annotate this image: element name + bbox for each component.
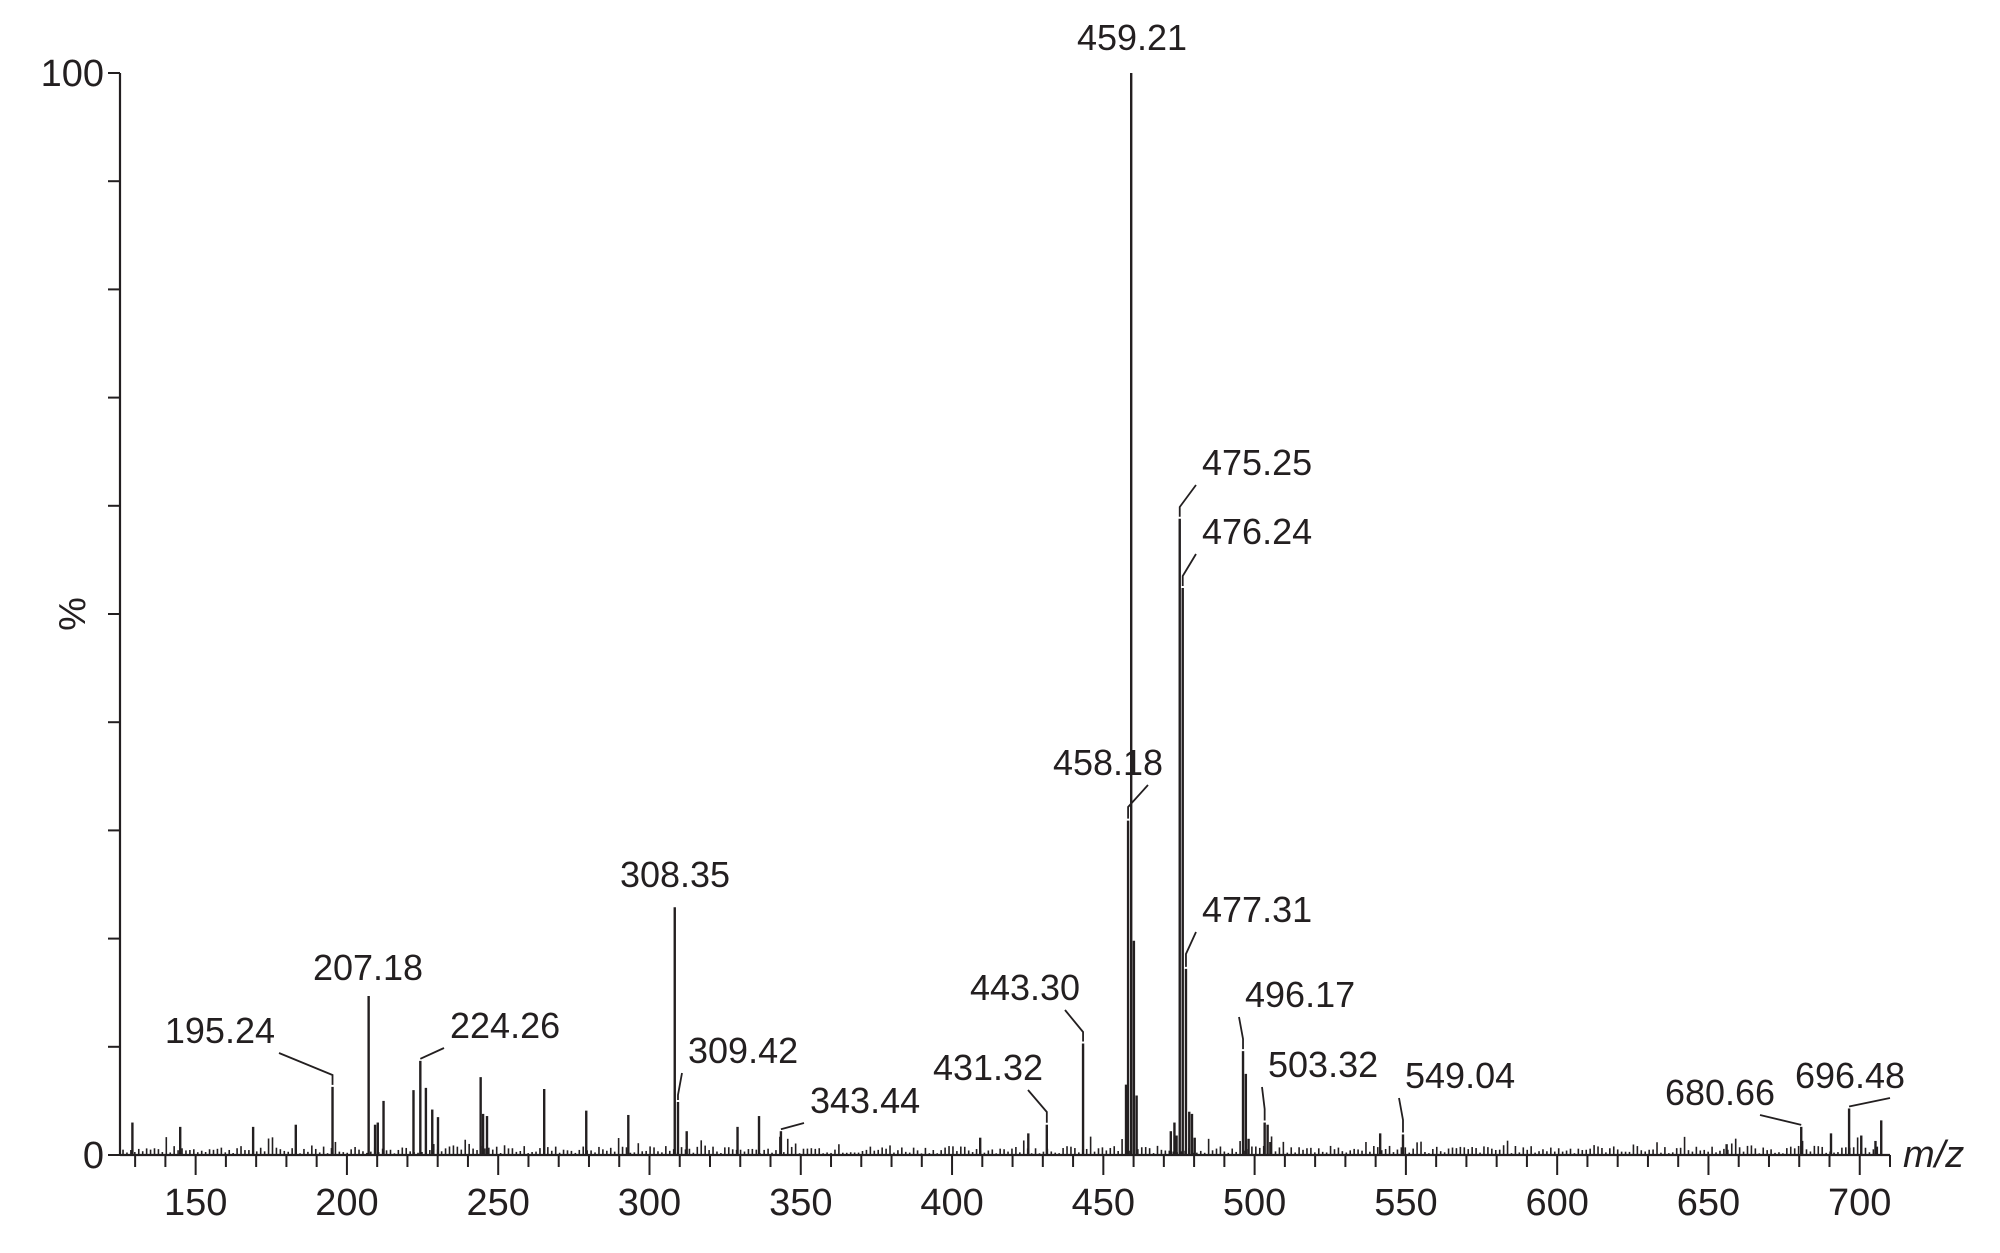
x-tick-label: 550 [1374, 1182, 1437, 1224]
peak-label: 549.04 [1405, 1055, 1515, 1096]
y-tick-label: 0 [83, 1135, 104, 1177]
label-leader-line [1759, 1114, 1802, 1126]
peak-label: 443.30 [970, 967, 1080, 1008]
x-tick-label: 450 [1072, 1182, 1135, 1224]
peak-label: 475.25 [1202, 442, 1312, 483]
peak-label: 309.42 [688, 1030, 798, 1071]
y-axis-title: % [52, 597, 94, 631]
x-axis-ticks [134, 1155, 1891, 1175]
label-leader-line [1027, 1089, 1048, 1123]
label-leader-line [419, 1047, 445, 1060]
label-leader-line [1178, 484, 1197, 517]
x-axis-title: m/z [1903, 1134, 1964, 1176]
peak-label: 224.26 [450, 1005, 560, 1046]
label-leader-line [1261, 1086, 1266, 1121]
x-tick-label: 200 [315, 1182, 378, 1224]
y-axis-ticks [108, 72, 120, 1156]
baseline-noise [122, 1136, 1883, 1155]
x-tick-labels: 150 200 250 300 350 400 450 500 550 600 650 700 [164, 1182, 1892, 1224]
axes: 150 200 250 300 350 400 450 500 550 600 650 700 0 10… [41, 53, 1965, 1224]
peaks [131, 73, 1883, 1155]
label-leader-line [1064, 1009, 1084, 1042]
peak-label: 680.66 [1665, 1072, 1775, 1113]
peak-label: 476.24 [1202, 511, 1312, 552]
peak-label: 459.21 [1077, 17, 1187, 58]
x-tick-label: 400 [920, 1182, 983, 1224]
x-tick-label: 600 [1525, 1182, 1588, 1224]
peak-label: 207.18 [313, 947, 423, 988]
label-leader-line [1848, 1097, 1891, 1108]
label-leader-line [1127, 784, 1149, 819]
peak-label: 503.32 [1268, 1044, 1378, 1085]
label-leader-line [677, 1072, 683, 1100]
x-tick-label: 500 [1223, 1182, 1286, 1224]
label-leader-line [1181, 553, 1197, 587]
label-leader-line [278, 1052, 334, 1085]
y-tick-labels: 0 100 [41, 53, 104, 1177]
x-tick-label: 150 [164, 1182, 227, 1224]
peak-label: 343.44 [810, 1080, 920, 1121]
peak-label: 195.24 [165, 1010, 275, 1051]
label-leader-line [1398, 1097, 1404, 1133]
x-tick-label: 350 [769, 1182, 832, 1224]
x-tick-label: 250 [467, 1182, 530, 1224]
peak-labels: 195.24 207.18 224.26 308.35 309.42 343.44 431.… [165, 17, 1905, 1121]
label-leader-line [780, 1122, 805, 1131]
x-tick-label: 300 [618, 1182, 681, 1224]
peak-label: 308.35 [620, 854, 730, 895]
peak-label: 696.48 [1795, 1055, 1905, 1096]
x-tick-label: 700 [1828, 1182, 1891, 1224]
peak-label: 477.31 [1202, 889, 1312, 930]
y-tick-label: 100 [41, 53, 104, 95]
x-tick-label: 650 [1677, 1182, 1740, 1224]
label-leaders [278, 484, 1891, 1133]
peak-label: 431.32 [933, 1047, 1043, 1088]
peak-label: 496.17 [1245, 974, 1355, 1015]
label-leader-line [1238, 1016, 1244, 1050]
peak-label: 458.18 [1053, 742, 1163, 783]
label-leader-line [1185, 931, 1197, 967]
